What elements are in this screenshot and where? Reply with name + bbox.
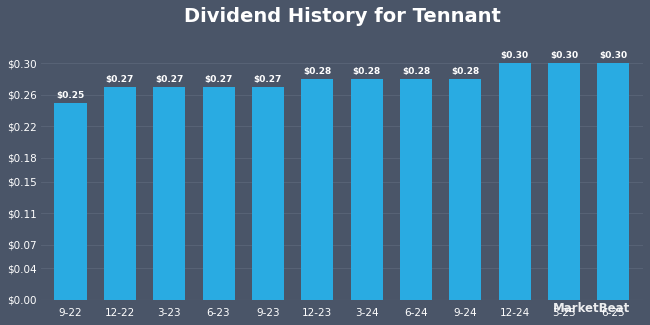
Text: $0.30: $0.30 (599, 51, 627, 60)
Title: Dividend History for Tennant: Dividend History for Tennant (183, 7, 500, 26)
Text: $0.30: $0.30 (550, 51, 578, 60)
Text: $0.25: $0.25 (57, 91, 84, 100)
Bar (350, 79, 383, 300)
Text: $0.28: $0.28 (303, 67, 332, 76)
Text: $0.27: $0.27 (204, 75, 233, 84)
Text: $0.28: $0.28 (352, 67, 381, 76)
Text: $0.27: $0.27 (155, 75, 183, 84)
Text: $0.27: $0.27 (254, 75, 282, 84)
Bar (548, 63, 580, 300)
Text: $0.27: $0.27 (106, 75, 134, 84)
Bar (400, 79, 432, 300)
Bar (449, 79, 482, 300)
Text: $0.28: $0.28 (451, 67, 480, 76)
Bar (153, 87, 185, 300)
Bar (499, 63, 531, 300)
Bar (104, 87, 136, 300)
Text: $0.30: $0.30 (500, 51, 529, 60)
Text: $0.28: $0.28 (402, 67, 430, 76)
Bar (301, 79, 333, 300)
Bar (252, 87, 284, 300)
Text: MarketBeat: MarketBeat (553, 302, 630, 315)
Bar (55, 103, 86, 300)
Bar (597, 63, 629, 300)
Bar (203, 87, 235, 300)
